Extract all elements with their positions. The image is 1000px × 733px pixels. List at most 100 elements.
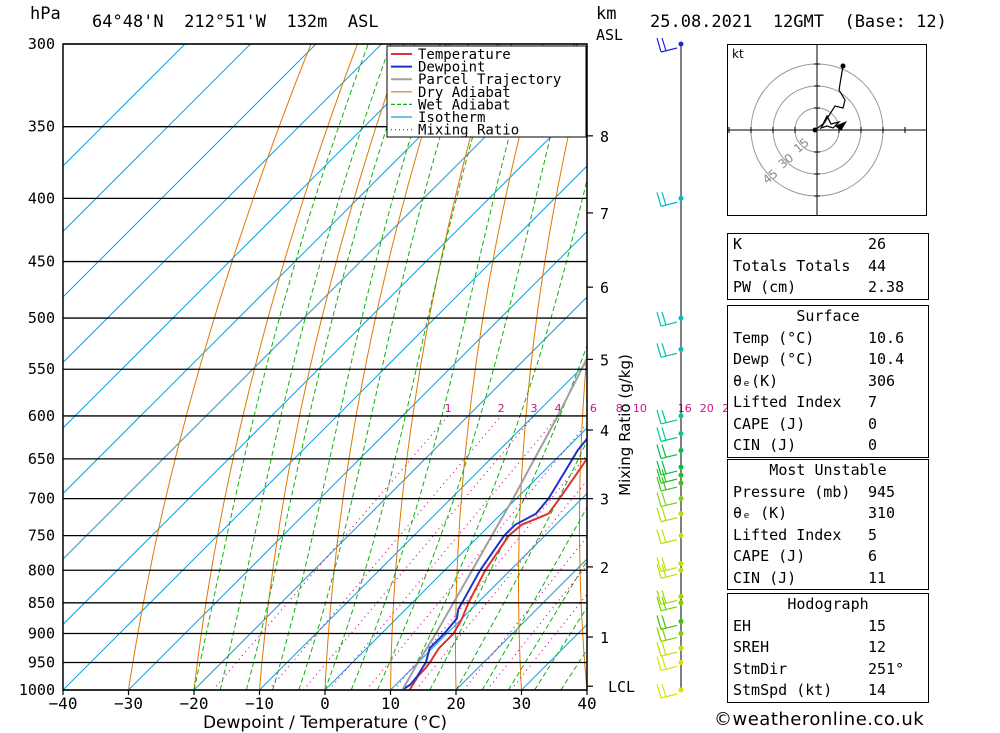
km-tick-label: 3 xyxy=(600,491,609,509)
table-row: StmSpd (kt) 14 xyxy=(728,680,928,702)
mixing-ratio-label: 16 xyxy=(678,402,692,415)
dry-adiabat-line xyxy=(958,44,1000,690)
wind-barb-dot xyxy=(678,496,684,502)
row-label: Lifted Index xyxy=(733,525,842,544)
x-axis-label: Dewpoint / Temperature (°C) xyxy=(203,713,447,733)
km-tick-label: 6 xyxy=(600,279,609,297)
wind-barb xyxy=(656,444,678,460)
table-row: CAPE (J) 6 xyxy=(728,546,928,568)
pressure-tick-label: 450 xyxy=(28,253,55,271)
pressure-tick-label: 350 xyxy=(28,118,55,136)
legend-entry: Dry Adiabat xyxy=(418,85,511,101)
wind-barb-dot xyxy=(678,346,684,352)
row-label: StmSpd (kt) xyxy=(733,681,833,699)
temperature-tick-label: 20 xyxy=(446,694,465,713)
pressure-tick-label: 1000 xyxy=(19,681,55,699)
wind-barb xyxy=(656,627,678,643)
dry-adiabat-line xyxy=(639,44,683,690)
row-label: θₑ (K) xyxy=(733,504,788,522)
datetime-title: 25.08.2021 12GMT (Base: 12) xyxy=(650,12,947,32)
wind-barb-dot xyxy=(678,315,684,321)
row-value: 5 xyxy=(868,525,878,544)
row-value: 26 xyxy=(868,235,887,253)
row-value: 12 xyxy=(868,638,887,656)
table-row: StmDir 251° xyxy=(728,659,928,681)
table-row: Temp (°C) 10.6 xyxy=(728,328,928,350)
temperature-tick-label: 0 xyxy=(320,694,330,713)
wind-barb-dot xyxy=(678,413,684,419)
wind-barb-dot xyxy=(678,448,684,454)
wind-barb xyxy=(656,596,678,612)
wind-barb xyxy=(656,427,678,443)
wind-barb xyxy=(656,590,678,606)
km-tick-label: 2 xyxy=(600,559,609,577)
row-label: Totals Totals xyxy=(733,256,851,275)
dewpoint-line xyxy=(401,437,587,690)
wind-barb-dot xyxy=(678,567,684,573)
wind-barb xyxy=(656,564,678,579)
wet-adiabat-line xyxy=(350,44,535,690)
mixing-ratio-line xyxy=(328,415,559,690)
pressure-tick-label: 900 xyxy=(28,624,55,642)
pressure-tick-label: 300 xyxy=(28,35,55,53)
mixing-ratio-axis-label: Mixing Ratio (g/kg) xyxy=(616,354,634,496)
wind-barb xyxy=(656,409,678,425)
legend-entry: Wet Adiabat xyxy=(418,97,511,113)
wind-barb-dot xyxy=(678,195,684,201)
section-title: Most Unstable xyxy=(769,461,887,479)
row-value: 10.4 xyxy=(868,350,905,368)
row-label: CIN (J) xyxy=(733,568,797,587)
table-row: Dewp (°C) 10.4 xyxy=(728,349,928,371)
temperature-tick-label: 10 xyxy=(381,694,400,713)
table-row: Pressure (mb) 945 xyxy=(728,482,928,504)
wind-barb xyxy=(656,492,678,508)
table-row: Totals Totals 44 xyxy=(728,256,928,278)
pressure-tick-label: 950 xyxy=(28,653,55,671)
row-value: 7 xyxy=(868,393,878,411)
wind-barb xyxy=(656,311,678,327)
mixing-ratio-label: 1 xyxy=(445,402,452,415)
wind-barb-dot xyxy=(678,593,684,599)
section-title: Surface xyxy=(796,307,860,325)
wind-barb xyxy=(656,343,678,358)
wet-adiabat-line xyxy=(245,44,416,690)
wind-barb xyxy=(656,37,678,53)
temperature-tick-label: 30 xyxy=(512,694,531,713)
wind-barb xyxy=(656,192,678,207)
mixing-ratio-label: 3 xyxy=(530,402,537,415)
asl-unit-label: ASL xyxy=(596,26,624,44)
row-label: CAPE (J) xyxy=(733,547,806,565)
mixing-ratio-line xyxy=(268,415,502,690)
table-row: Lifted Index 5 xyxy=(728,525,928,547)
mixing-ratio-line xyxy=(212,415,449,690)
wind-barb-dot xyxy=(678,533,684,539)
wet-adiabat-line xyxy=(298,44,469,690)
row-label: StmDir xyxy=(733,659,788,678)
row-label: CAPE (J) xyxy=(733,414,806,433)
row-label: EH xyxy=(733,616,752,635)
wind-barb-dot xyxy=(678,431,684,437)
row-value: 6 xyxy=(868,547,878,565)
row-label: Temp (°C) xyxy=(733,328,815,347)
row-label: Lifted Index xyxy=(733,393,842,411)
hodograph-trace xyxy=(814,65,846,131)
row-label: Dewp (°C) xyxy=(733,350,815,368)
wind-barb xyxy=(656,476,678,492)
row-value: 14 xyxy=(868,681,887,699)
wind-barb-dot xyxy=(678,561,684,567)
temperature-tick-label: −40 xyxy=(49,694,78,713)
isotherm-line xyxy=(63,44,251,233)
pressure-tick-label: 400 xyxy=(28,189,55,207)
pressure-tick-label: 750 xyxy=(28,527,55,545)
mixing-ratio-label: 10 xyxy=(633,402,647,415)
table-row: CAPE (J) 0 xyxy=(728,414,928,436)
wind-barb xyxy=(656,529,678,545)
mixing-ratio-label: 4 xyxy=(555,402,562,415)
isotherm-line xyxy=(193,296,587,690)
row-label: θₑ(K) xyxy=(733,371,779,390)
table-row: EH 15 xyxy=(728,616,928,638)
table-row: CIN (J) 0 xyxy=(728,435,928,457)
isotherm-line xyxy=(63,44,382,364)
